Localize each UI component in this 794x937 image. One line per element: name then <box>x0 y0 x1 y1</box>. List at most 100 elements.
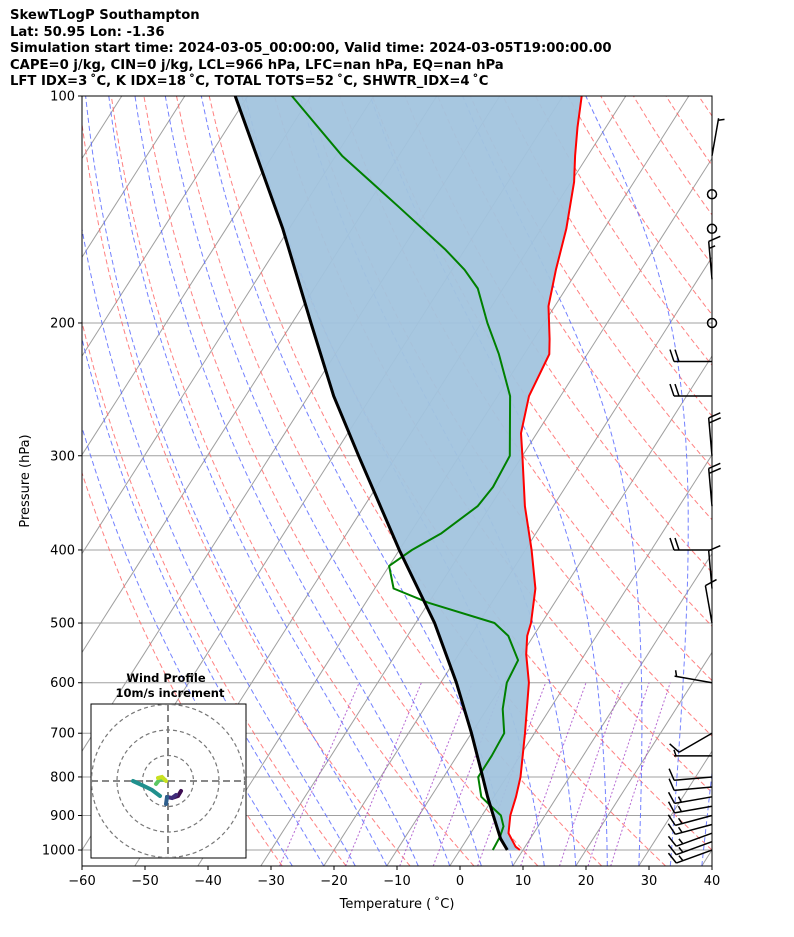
wind-barb-flag <box>667 835 677 847</box>
wind-barb-flag <box>667 814 676 826</box>
wind-barb-flag <box>668 778 675 791</box>
wind-barb-flag <box>674 537 680 551</box>
wind-barb-flag <box>667 852 677 864</box>
x-tick-label: 40 <box>704 874 721 889</box>
moist-adiabat <box>82 336 325 866</box>
dry-adiabat <box>698 96 712 117</box>
wind-barb-flag <box>708 417 722 424</box>
dewpoint-line <box>291 96 520 851</box>
moist-adiabat <box>200 96 514 866</box>
isotherm-line <box>82 96 438 654</box>
cape-cin-shading <box>235 96 582 850</box>
wind-barb-half <box>677 817 683 824</box>
y-tick-label: 600 <box>50 676 75 691</box>
mixing-ratio-line <box>610 682 671 866</box>
calm-wind-circle <box>706 223 718 235</box>
calm-wind-circle <box>706 189 718 200</box>
x-axis-label: Temperature ( ˚C) <box>339 896 455 912</box>
location-line: Lat: 50.95 Lon: -1.36 <box>10 24 165 40</box>
isotherm-line <box>575 651 712 866</box>
wind-barb-flag <box>674 349 680 362</box>
y-tick-label: 700 <box>50 727 75 742</box>
wind-barb-flag <box>667 823 676 835</box>
y-tick-label: 800 <box>50 770 75 785</box>
mixing-ratio-line <box>279 682 360 866</box>
wind-barb-staff <box>704 585 713 624</box>
wind-barb-flag <box>668 768 675 781</box>
mixing-ratio-line <box>345 682 422 866</box>
y-tick-label: 500 <box>50 617 75 632</box>
chart-title: SkewTLogP Southampton <box>10 8 200 23</box>
x-tick-label: −60 <box>68 874 95 889</box>
wind-barb-half <box>678 855 684 862</box>
wind-barb-staff <box>674 776 713 782</box>
x-tick-label: −30 <box>257 874 284 889</box>
mixing-ratio-line <box>587 682 650 866</box>
dry-adiabat <box>82 319 347 866</box>
y-tick-label: 900 <box>50 809 75 824</box>
wind-barbs <box>667 118 725 864</box>
dry-adiabat <box>241 96 712 851</box>
dry-adiabat <box>176 96 603 866</box>
hodograph-segment <box>164 795 169 806</box>
wind-barb-flag <box>708 467 722 475</box>
wind-barb-half <box>677 826 683 833</box>
moist-adiabat <box>108 96 419 866</box>
wind-barb-half <box>674 670 678 677</box>
moist-adiabat <box>82 425 293 866</box>
y-tick-label: 400 <box>50 543 75 558</box>
isotherm-line <box>512 552 712 866</box>
moist-adiabat <box>85 96 388 866</box>
x-axis: −60 −50 −40 −30 −20 −10 0 10 20 30 40 <box>68 866 720 889</box>
y-axis-label: Pressure (hPa) <box>18 434 33 527</box>
time-line: Simulation start time: 2024-03-05_00:00:… <box>10 41 612 56</box>
wind-barb-flag <box>708 462 721 470</box>
moist-adiabat <box>585 96 689 866</box>
x-tick-label: −10 <box>383 874 410 889</box>
chart-header: SkewTLogP Southampton Lat: 50.95 Lon: -1… <box>10 8 612 91</box>
dry-adiabat <box>764 96 794 866</box>
calm-wind-circle <box>706 317 718 329</box>
temperature-line <box>507 96 583 851</box>
parcel-line <box>233 96 509 851</box>
dry-adiabat <box>632 96 712 216</box>
isotherm-line <box>82 96 501 753</box>
hodograph-subtitle: 10m/s increment <box>116 686 225 700</box>
wind-barb-half <box>677 796 683 803</box>
wind-barb-staff <box>707 550 713 589</box>
dry-adiabat <box>469 96 712 469</box>
x-tick-label: −20 <box>320 874 347 889</box>
wind-barb-half <box>677 805 683 813</box>
cape-line: CAPE=0 j/kg, CIN=0 j/kg, LCL=966 hPa, LF… <box>10 57 504 73</box>
x-tick-label: 30 <box>641 874 658 889</box>
x-tick-label: −50 <box>131 874 158 889</box>
y-tick-label: 100 <box>50 90 75 105</box>
wind-barb-flag <box>674 383 680 397</box>
wind-barb-half <box>718 118 725 121</box>
isotherm-line <box>82 96 312 456</box>
isotherm-line <box>638 750 712 866</box>
wind-barb-staff <box>674 675 713 684</box>
y-axis: 100 200 300 400 500 600 700 800 900 1000 <box>42 90 82 859</box>
mixing-ratio-line <box>520 682 587 866</box>
wind-barb-half <box>708 245 716 250</box>
wind-barb-staff <box>711 118 720 156</box>
mixing-ratio-line <box>432 682 505 866</box>
x-tick-label: 10 <box>515 874 532 889</box>
wind-barb-flag <box>708 235 721 243</box>
isotherm-line <box>260 157 712 866</box>
y-tick-label: 200 <box>50 316 75 331</box>
dry-adiabat <box>143 96 539 866</box>
wind-barb-staff <box>707 468 713 507</box>
dry-adiabat <box>600 96 712 266</box>
moist-adiabat <box>134 96 451 866</box>
wind-barb-flag <box>669 537 675 551</box>
moist-adiabat <box>164 96 482 866</box>
wind-barb-staff <box>707 417 713 456</box>
profiles <box>233 96 583 851</box>
index-line: LFT IDX=3 ˚C, K IDX=18 ˚C, TOTAL TOTS=52… <box>10 74 489 89</box>
moist-adiabat <box>82 226 356 866</box>
hodograph-plot <box>91 704 246 858</box>
